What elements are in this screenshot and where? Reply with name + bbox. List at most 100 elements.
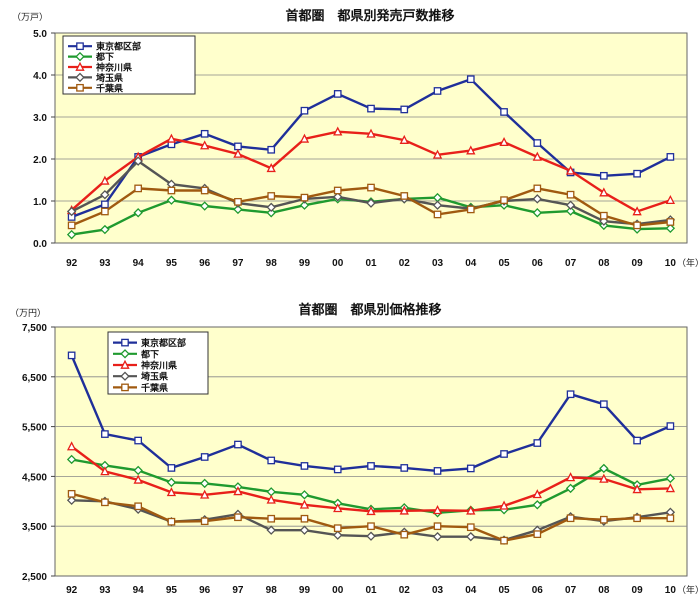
legend-marker bbox=[120, 359, 130, 369]
data-point bbox=[267, 514, 276, 523]
legend-label: 東京都区部 bbox=[141, 337, 186, 348]
x-tick-label: 92 bbox=[66, 258, 78, 269]
x-tick-label: 05 bbox=[498, 585, 510, 596]
data-point bbox=[466, 531, 476, 542]
data-point bbox=[133, 156, 143, 166]
data-point bbox=[400, 464, 409, 472]
data-point bbox=[233, 486, 243, 496]
data-point bbox=[500, 108, 508, 116]
y-axis-unit: （万戸） bbox=[12, 12, 48, 22]
legend-label: 神奈川県 bbox=[96, 62, 132, 73]
x-tick-label: 03 bbox=[432, 258, 444, 269]
data-point bbox=[367, 104, 375, 113]
x-tick-label: 97 bbox=[232, 585, 244, 596]
x-tick-label: 96 bbox=[199, 258, 211, 269]
x-tick-label: 02 bbox=[399, 258, 411, 269]
data-point bbox=[267, 192, 276, 200]
y-tick-label: 7,500 bbox=[22, 323, 47, 334]
data-point bbox=[66, 206, 77, 217]
data-point bbox=[366, 198, 376, 208]
data-point bbox=[466, 464, 475, 473]
data-point bbox=[200, 186, 209, 195]
data-point bbox=[565, 206, 576, 216]
data-point bbox=[632, 484, 642, 494]
data-point bbox=[167, 517, 176, 526]
data-point bbox=[665, 223, 676, 234]
data-point bbox=[666, 514, 675, 523]
series-5 bbox=[67, 183, 675, 230]
chart-title: 首都圏 都県別価格推移 bbox=[298, 302, 441, 317]
data-point bbox=[300, 462, 309, 470]
data-point bbox=[299, 525, 310, 535]
legend-item: 千葉県 bbox=[68, 82, 123, 93]
data-point bbox=[333, 192, 343, 202]
data-point bbox=[466, 523, 475, 532]
data-point bbox=[166, 477, 177, 488]
data-point bbox=[367, 183, 375, 192]
data-point bbox=[300, 193, 309, 202]
x-axis-unit: （年） bbox=[677, 257, 700, 268]
legend-item: 神奈川県 bbox=[113, 360, 177, 371]
legend-marker bbox=[120, 349, 130, 359]
x-axis-unit: （年） bbox=[677, 584, 700, 595]
data-point bbox=[533, 439, 542, 447]
data-point bbox=[333, 530, 343, 540]
x-tick-label: 04 bbox=[465, 258, 477, 269]
legend-label: 埼玉県 bbox=[141, 371, 168, 382]
x-tick-label: 07 bbox=[565, 258, 577, 269]
data-point bbox=[633, 514, 641, 523]
data-point bbox=[466, 205, 475, 214]
x-tick-label: 07 bbox=[565, 585, 577, 596]
data-point bbox=[200, 129, 209, 138]
data-point bbox=[333, 524, 342, 533]
data-point bbox=[466, 75, 475, 84]
x-tick-label: 05 bbox=[498, 258, 510, 269]
x-tick-label: 92 bbox=[66, 585, 78, 596]
x-tick-label: 93 bbox=[99, 258, 111, 269]
legend-label: 都下 bbox=[95, 51, 114, 62]
legend-item: 埼玉県 bbox=[113, 371, 168, 382]
data-point bbox=[67, 351, 76, 360]
data-point bbox=[433, 210, 442, 219]
data-point bbox=[500, 196, 508, 205]
data-point bbox=[66, 495, 77, 506]
data-point bbox=[432, 200, 443, 210]
data-point bbox=[532, 489, 542, 499]
data-point bbox=[466, 505, 476, 515]
data-point bbox=[466, 145, 476, 155]
x-tick-label: 95 bbox=[166, 258, 178, 269]
legend-item: 都下 bbox=[68, 51, 114, 62]
data-point bbox=[633, 436, 641, 445]
legend-label: 埼玉県 bbox=[96, 72, 123, 83]
data-point bbox=[100, 466, 110, 476]
data-point bbox=[432, 531, 443, 542]
data-point bbox=[166, 133, 177, 143]
data-point bbox=[400, 530, 409, 539]
data-point bbox=[399, 505, 409, 515]
data-point bbox=[200, 489, 210, 499]
data-point bbox=[134, 436, 143, 445]
x-tick-label: 99 bbox=[299, 258, 311, 269]
data-point bbox=[565, 472, 576, 482]
y-tick-label: 5.0 bbox=[33, 29, 47, 40]
data-point bbox=[500, 450, 508, 458]
data-point bbox=[432, 505, 443, 515]
x-tick-label: 09 bbox=[632, 258, 644, 269]
data-point bbox=[100, 189, 110, 200]
data-point bbox=[599, 187, 609, 197]
data-point bbox=[234, 197, 242, 206]
x-tick-label: 10 bbox=[665, 585, 677, 596]
data-point bbox=[101, 498, 109, 507]
data-point bbox=[66, 229, 77, 240]
data-point bbox=[333, 465, 342, 474]
x-tick-label: 06 bbox=[532, 585, 544, 596]
x-tick-label: 98 bbox=[266, 258, 278, 269]
data-point bbox=[300, 514, 309, 523]
y-tick-label: 0.0 bbox=[33, 239, 47, 250]
legend-label: 東京都区部 bbox=[96, 41, 141, 52]
series-1 bbox=[67, 351, 675, 475]
data-point bbox=[599, 515, 608, 524]
data-point bbox=[134, 502, 143, 511]
x-tick-label: 99 bbox=[299, 585, 311, 596]
